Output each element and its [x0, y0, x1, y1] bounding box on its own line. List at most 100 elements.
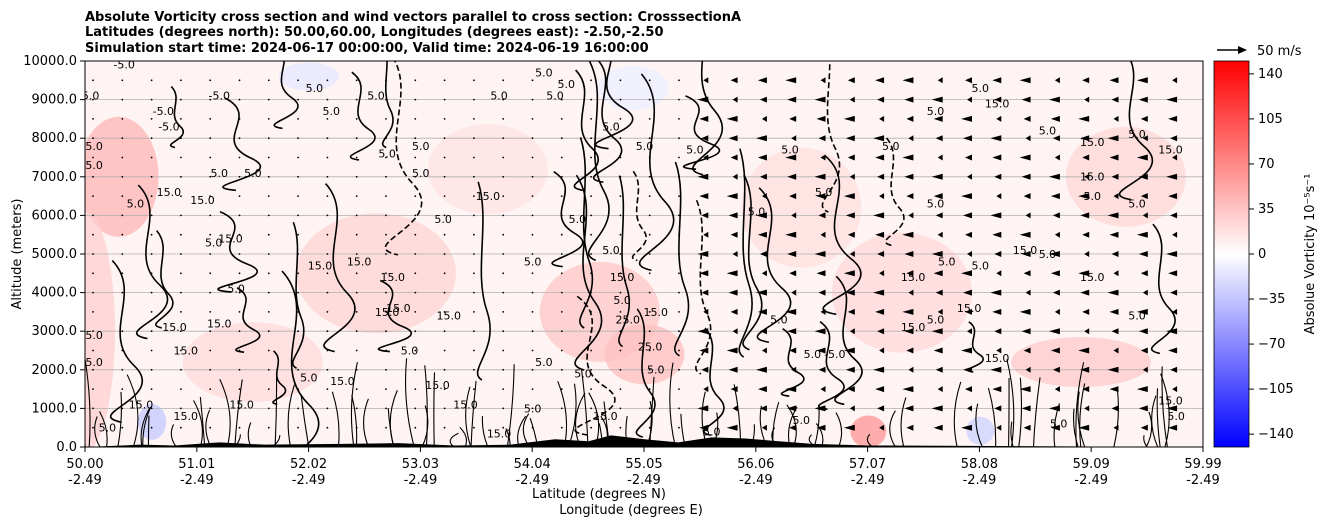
wind-vector — [937, 154, 943, 161]
wind-vector — [385, 388, 387, 390]
wind-vector — [150, 253, 153, 255]
wind-vector — [965, 386, 972, 393]
wind-vector — [326, 407, 329, 410]
wind-vector — [648, 426, 651, 429]
wind-vector — [1078, 193, 1090, 200]
contour-line — [692, 61, 723, 176]
wind-vector — [502, 253, 505, 255]
wind-vector — [816, 347, 826, 354]
wind-vector — [1021, 173, 1031, 180]
wind-vector — [759, 251, 767, 257]
wind-vector — [994, 96, 1002, 103]
wind-vector — [787, 405, 797, 412]
wind-vector — [906, 270, 914, 277]
contour-line — [635, 308, 656, 438]
y-tick-label: 4000.0 — [32, 286, 78, 301]
wind-vector — [531, 426, 534, 429]
wind-vector — [1019, 308, 1031, 315]
wind-vector — [209, 272, 212, 275]
wind-vector — [843, 270, 855, 277]
wind-vector — [385, 349, 387, 352]
contour-label: 5.0 — [703, 425, 721, 438]
wind-vector — [443, 349, 446, 352]
wind-vector — [703, 231, 709, 238]
wind-vector — [385, 407, 387, 410]
contour-line — [821, 61, 841, 213]
wind-vector — [728, 135, 738, 142]
contour-label: 15.0 — [1080, 171, 1105, 184]
wind-vector — [209, 253, 212, 255]
wind-vector — [678, 426, 680, 429]
contour-label: 15.0 — [129, 398, 154, 411]
contour-label: 5.0 — [602, 244, 620, 257]
contour-line — [323, 183, 356, 353]
wind-vector — [414, 330, 417, 333]
wind-vector — [1138, 173, 1148, 180]
wind-vector — [297, 118, 299, 120]
wind-vector — [414, 311, 417, 313]
x-tick-label-lat: 59.99 — [1184, 457, 1221, 472]
wind-vector — [238, 214, 241, 217]
wind-vector — [902, 308, 914, 315]
colorbar-tick-label: 140 — [1258, 67, 1283, 82]
wind-vector — [560, 253, 563, 255]
wind-vector — [849, 96, 855, 103]
contour-label: 5.0 — [378, 148, 396, 161]
chart-title-line-1: Absolute Vorticity cross section and win… — [85, 10, 741, 25]
colorbar-tick-label: 0 — [1258, 247, 1266, 262]
wind-vector — [1109, 77, 1119, 84]
contour-label: 5.0 — [535, 356, 553, 369]
contour-line — [673, 161, 690, 357]
wind-vector — [699, 193, 709, 200]
wind-vector — [990, 366, 1002, 373]
wind-vector — [1025, 135, 1031, 142]
contour-line — [99, 411, 108, 447]
colorbar — [1213, 60, 1250, 448]
wind-vector — [473, 253, 475, 255]
wind-vector — [849, 405, 855, 412]
wind-vector — [937, 386, 943, 393]
wind-vector — [326, 137, 329, 140]
wind-vector — [990, 135, 1002, 142]
wind-vector — [961, 347, 972, 354]
wind-vector — [267, 137, 270, 140]
wind-vector — [326, 195, 329, 198]
wind-vector — [180, 195, 182, 198]
wind-vector — [1166, 328, 1178, 335]
contour-line — [1006, 359, 1015, 447]
contour-label: 15.0 — [78, 356, 103, 369]
wind-vector — [879, 270, 885, 277]
contour-label: 15.0 — [162, 321, 187, 334]
plot-area: 5.0-5.0-5.0-5.0-5.05.05.05.015.025.05.01… — [78, 61, 1203, 447]
wind-vector — [701, 289, 709, 296]
contour-label: 15.0 — [1158, 395, 1183, 408]
wind-vector — [209, 407, 212, 410]
wind-vector — [619, 311, 622, 313]
contour-label: 15.0 — [436, 310, 461, 323]
wind-vector — [209, 137, 212, 140]
wind-vector — [355, 368, 358, 371]
wind-vector — [1111, 251, 1119, 257]
wind-vector — [531, 368, 534, 371]
wind-vector — [820, 308, 826, 315]
wind-vector — [697, 405, 709, 412]
wind-vector — [814, 251, 826, 257]
wind-vector — [1019, 77, 1031, 84]
wind-vector — [1138, 328, 1148, 335]
wind-vector — [560, 330, 563, 333]
wind-vector — [1050, 424, 1060, 431]
wind-vector — [385, 233, 387, 236]
wind-vector — [904, 173, 914, 180]
colorbar-ticks: 140 105 70 35 0 −35 −70 −105 −140 — [1249, 67, 1294, 442]
wind-vector — [818, 135, 826, 142]
wind-vector — [92, 233, 94, 236]
wind-vector — [92, 407, 94, 410]
wind-vector — [1136, 308, 1148, 315]
wind-vector — [180, 175, 182, 178]
wind-vector — [1078, 115, 1090, 122]
wind-vector — [873, 289, 885, 296]
contour-line — [273, 61, 299, 130]
wind-vector — [759, 173, 767, 180]
wind-vector — [297, 253, 299, 255]
y-tick-label: 7000.0 — [32, 170, 78, 185]
